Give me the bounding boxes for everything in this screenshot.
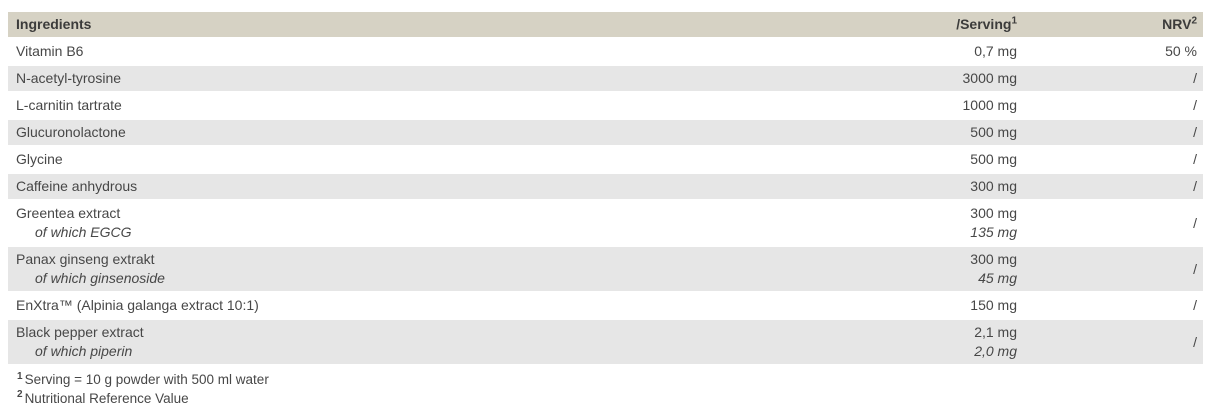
ingredient-name: Greentea extract xyxy=(16,205,121,221)
column-header-serving: /Serving1 xyxy=(723,12,1023,39)
serving-value: 3000 mg xyxy=(723,65,1023,93)
ingredient-sub-name: of which ginsenoside xyxy=(35,270,165,286)
serving-value: 300 mg xyxy=(970,251,1017,267)
nrv-value: / xyxy=(1023,119,1203,147)
column-header-label: /Serving xyxy=(956,16,1012,32)
serving-value: 0,7 mg xyxy=(723,38,1023,66)
table-row: Panax ginseng extrakt of which ginsenosi… xyxy=(8,246,1203,293)
ingredient-name: Glycine xyxy=(8,146,723,174)
ingredient-name-cell: Panax ginseng extrakt of which ginsenosi… xyxy=(8,246,723,293)
table-row: Vitamin B6 0,7 mg 50 % xyxy=(8,38,1203,66)
table-row: N-acetyl-tyrosine 3000 mg / xyxy=(8,65,1203,93)
footnote-serving: 1 Serving = 10 g powder with 500 ml water xyxy=(17,371,1203,390)
table-header-row: Ingredients /Serving1 NRV2 xyxy=(8,12,1203,39)
serving-sub-value: 45 mg xyxy=(978,270,1017,286)
footnote-text: Nutritional Reference Value xyxy=(24,390,189,406)
footnote-marker: 2 xyxy=(17,389,23,400)
table-row: L-carnitin tartrate 1000 mg / xyxy=(8,92,1203,120)
ingredient-name: L-carnitin tartrate xyxy=(8,92,723,120)
ingredient-sub-name: of which EGCG xyxy=(35,224,132,240)
column-header-label: NRV xyxy=(1162,16,1192,32)
nrv-value: / xyxy=(1023,65,1203,93)
serving-sub-value: 2,0 mg xyxy=(974,343,1017,359)
ingredients-table: Ingredients /Serving1 NRV2 Vitamin B6 0,… xyxy=(8,12,1203,366)
table-row: Glycine 500 mg / xyxy=(8,146,1203,174)
footnote-text: Serving = 10 g powder with 500 ml water xyxy=(24,372,269,387)
ingredient-name: Black pepper extract xyxy=(16,324,144,340)
ingredient-name-cell: Black pepper extract of which piperin xyxy=(8,319,723,366)
table-row: Caffeine anhydrous 300 mg / xyxy=(8,173,1203,201)
serving-value: 300 mg xyxy=(723,173,1023,201)
serving-value: 500 mg xyxy=(723,146,1023,174)
nrv-value: / xyxy=(1023,200,1203,247)
serving-value: 300 mg xyxy=(970,205,1017,221)
ingredient-name: Vitamin B6 xyxy=(8,38,723,66)
nrv-value: / xyxy=(1023,292,1203,320)
table-row: EnXtra™ (Alpinia galanga extract 10:1) 1… xyxy=(8,292,1203,320)
ingredient-sub-name: of which piperin xyxy=(35,343,133,359)
table-row: Glucuronolactone 500 mg / xyxy=(8,119,1203,147)
serving-value: 1000 mg xyxy=(723,92,1023,120)
footnote-marker: 1 xyxy=(1011,15,1017,27)
ingredient-name: N-acetyl-tyrosine xyxy=(8,65,723,93)
serving-value: 500 mg xyxy=(723,119,1023,147)
ingredient-name: Caffeine anhydrous xyxy=(8,173,723,201)
serving-value-cell: 300 mg 135 mg xyxy=(723,200,1023,247)
serving-value: 150 mg xyxy=(723,292,1023,320)
footnote-nrv: 2 Nutritional Reference Value xyxy=(17,390,1203,409)
column-header-ingredients: Ingredients xyxy=(8,12,723,39)
nrv-value: 50 % xyxy=(1023,38,1203,66)
footnote-marker: 1 xyxy=(17,370,23,382)
ingredient-name: EnXtra™ (Alpinia galanga extract 10:1) xyxy=(8,292,723,320)
footnote-marker: 2 xyxy=(1191,15,1197,27)
ingredient-name-cell: Greentea extract of which EGCG xyxy=(8,200,723,247)
column-header-label: Ingredients xyxy=(16,16,92,32)
nrv-value: / xyxy=(1023,246,1203,293)
nrv-value: / xyxy=(1023,173,1203,201)
nrv-value: / xyxy=(1023,146,1203,174)
nrv-value: / xyxy=(1023,92,1203,120)
serving-value-cell: 300 mg 45 mg xyxy=(723,246,1023,293)
table-row: Black pepper extract of which piperin 2,… xyxy=(8,319,1203,366)
nrv-value: / xyxy=(1023,319,1203,366)
ingredient-name: Panax ginseng extrakt xyxy=(16,251,155,267)
column-header-nrv: NRV2 xyxy=(1023,12,1203,39)
ingredient-name: Glucuronolactone xyxy=(8,119,723,147)
serving-value: 2,1 mg xyxy=(974,324,1017,340)
serving-sub-value: 135 mg xyxy=(970,224,1017,240)
table-row: Greentea extract of which EGCG 300 mg 13… xyxy=(8,200,1203,247)
footnotes: 1 Serving = 10 g powder with 500 ml water… xyxy=(8,371,1203,408)
serving-value-cell: 2,1 mg 2,0 mg xyxy=(723,319,1023,366)
